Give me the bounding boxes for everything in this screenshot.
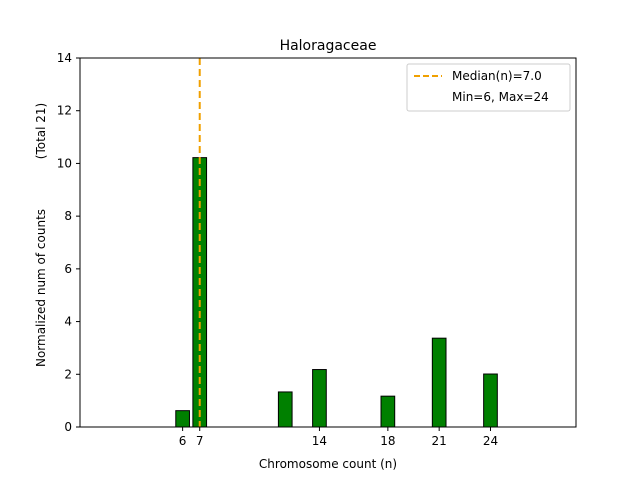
x-tick-label-14: 14 xyxy=(312,434,327,448)
y-tick-label-6: 6 xyxy=(64,262,72,276)
x-tick-label-21: 21 xyxy=(432,434,447,448)
legend-box xyxy=(406,63,571,112)
y-tick-label-8: 8 xyxy=(64,209,72,223)
y-tick-label-4: 4 xyxy=(64,315,72,329)
plot-area xyxy=(175,58,498,428)
chart-title: Haloragaceae xyxy=(280,38,377,54)
x-tick-label-18: 18 xyxy=(380,434,395,448)
axes-frame xyxy=(79,57,577,428)
bar-21 xyxy=(431,337,447,428)
y-axis-label: Normalized num of counts xyxy=(34,209,48,367)
y-tick-label-12: 12 xyxy=(57,104,72,118)
legend-entry-minmax: Min=6, Max=24 xyxy=(452,90,549,104)
y-tick-label-10: 10 xyxy=(57,156,72,170)
y-axis-label-secondary: (Total 21) xyxy=(34,103,48,159)
bar-18 xyxy=(380,395,396,428)
bar-14 xyxy=(312,369,327,428)
bar-24 xyxy=(483,373,498,428)
x-tick-label-6: 6 xyxy=(179,434,187,448)
y-tick-label-2: 2 xyxy=(64,367,72,381)
bar-6 xyxy=(175,410,190,428)
y-tick-label-14: 14 xyxy=(57,51,72,65)
x-tick-label-24: 24 xyxy=(483,434,498,448)
legend-entry-median: Median(n)=7.0 xyxy=(452,69,542,83)
bar-12 xyxy=(277,391,293,428)
x-tick-label-7: 7 xyxy=(196,434,204,448)
y-tick-label-0: 0 xyxy=(64,420,72,434)
x-axis-label: Chromosome count (n) xyxy=(259,457,397,471)
legend: Median(n)=7.0 Min=6, Max=24 xyxy=(406,63,571,112)
